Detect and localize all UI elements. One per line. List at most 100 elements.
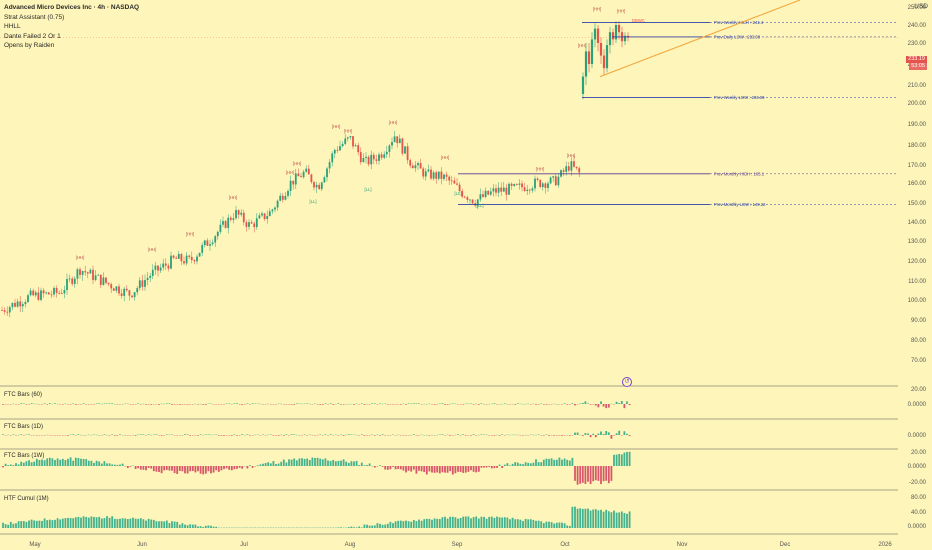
ftc1d-bar bbox=[189, 435, 192, 436]
candle-body bbox=[385, 151, 388, 155]
candle-body bbox=[445, 174, 448, 177]
ftc1w-bar bbox=[38, 459, 41, 466]
htf-cumul-bar bbox=[93, 516, 95, 528]
candle-body bbox=[536, 178, 539, 180]
ftc1w-bar bbox=[33, 461, 36, 466]
ftc1d-bar bbox=[449, 435, 452, 436]
ftc1w-bar bbox=[555, 459, 558, 466]
currency-label[interactable]: USD bbox=[914, 3, 928, 10]
htf-cumul-bar bbox=[501, 517, 504, 528]
candle-body bbox=[60, 293, 63, 294]
htf-cumul-bar bbox=[210, 525, 212, 528]
ftc1w-bar bbox=[412, 466, 415, 470]
indicator-dante[interactable]: Dante Failed 2 Or 1 bbox=[4, 32, 61, 40]
ftc1d-bar bbox=[184, 434, 186, 435]
ftc1d-bar bbox=[548, 435, 550, 436]
candle-body bbox=[367, 156, 370, 165]
candle-body bbox=[203, 240, 206, 246]
htf-cumul-bar bbox=[441, 517, 444, 528]
ftc1w-bar bbox=[548, 458, 550, 466]
ftc1w-bar bbox=[319, 458, 322, 466]
history-icon[interactable]: ↺ bbox=[622, 377, 632, 387]
pane-label-htf[interactable]: HTF Cumul (1M) bbox=[4, 496, 49, 502]
htf-cumul-bar bbox=[173, 521, 176, 528]
htf-cumul-bar bbox=[186, 525, 189, 528]
ftc60-bar bbox=[171, 404, 173, 405]
ftc1w-bar bbox=[347, 462, 350, 466]
htf-cumul-bar bbox=[33, 520, 36, 528]
pane-label-ftc1w[interactable]: FTC Bars (1W) bbox=[4, 453, 45, 459]
candle-body bbox=[115, 286, 118, 291]
ftc1d-bar bbox=[373, 435, 376, 436]
ftc1w-bar bbox=[511, 463, 514, 466]
candle-body bbox=[118, 286, 120, 294]
htf-cumul-bar bbox=[594, 509, 597, 528]
ftc60-bar bbox=[600, 401, 602, 404]
ftc1d-bar bbox=[142, 434, 145, 435]
htf-cumul-bar bbox=[607, 511, 610, 528]
ftc1d-bar bbox=[542, 435, 545, 436]
candle-body bbox=[523, 187, 526, 191]
indicator-strat-assistant[interactable]: Strat Assistant (0.75) bbox=[4, 13, 65, 21]
htf-cumul-bar bbox=[35, 520, 38, 528]
pane-axis-label: 0.0000 bbox=[908, 524, 927, 530]
pane-label-ftc1d[interactable]: FTC Bars (1D) bbox=[4, 424, 43, 430]
chart-legend: Advanced Micro Devices Inc · 4h · NASDAQ… bbox=[4, 3, 139, 51]
candle-body bbox=[263, 213, 266, 220]
candle-body bbox=[305, 168, 308, 172]
candle-body bbox=[443, 174, 445, 179]
ftc1w-bar bbox=[423, 466, 426, 473]
ftc60-bar bbox=[399, 404, 402, 405]
htf-cumul-bar bbox=[165, 520, 168, 528]
ftc1w-bar bbox=[186, 466, 189, 474]
htf-cumul-bar bbox=[418, 519, 420, 528]
ftc1w-bar bbox=[228, 466, 231, 470]
htf-cumul-bar bbox=[600, 509, 602, 528]
ftc1w-bar bbox=[620, 454, 623, 466]
candle-body bbox=[216, 231, 219, 237]
candle-body bbox=[521, 183, 523, 188]
ftc1w-bar bbox=[493, 466, 496, 469]
indicator-opens[interactable]: Opens by Raiden bbox=[4, 42, 55, 49]
htf-cumul-bar bbox=[402, 521, 405, 528]
candle-body bbox=[105, 277, 107, 283]
htf-cumul-bar bbox=[82, 516, 85, 528]
indicator-hhll[interactable]: HHLL bbox=[4, 23, 21, 30]
prev-weekly-high-label: Prev Weekly HIGH : 241.4 bbox=[714, 20, 764, 25]
ftc60-bar bbox=[605, 404, 608, 409]
candle-body bbox=[84, 271, 87, 273]
ftc60-bar bbox=[503, 403, 506, 404]
ftc1w-bar bbox=[191, 466, 194, 471]
symbol-title[interactable]: Advanced Micro Devices Inc · 4h · NASDAQ bbox=[4, 4, 140, 11]
candle-body bbox=[427, 169, 430, 172]
htf-cumul-bar bbox=[103, 518, 106, 528]
prev-weekly-low-label: Prev Weekly LOW : 203.09 bbox=[714, 95, 765, 100]
candle-body bbox=[554, 176, 557, 186]
candle-body bbox=[279, 195, 282, 201]
ftc1d-bar bbox=[553, 435, 556, 436]
ftc60-bar bbox=[54, 403, 56, 404]
ftc1w-bar bbox=[295, 460, 298, 466]
ftc1w-bar bbox=[475, 466, 478, 473]
ftc1w-bar bbox=[532, 462, 535, 466]
ftc1w-bar bbox=[615, 454, 618, 466]
pane-label-ftc60[interactable]: FTC Bars (60) bbox=[4, 392, 43, 398]
ftc60-bar bbox=[493, 403, 496, 404]
htf-cumul-bar bbox=[90, 516, 93, 528]
htf-cumul-bar bbox=[25, 521, 28, 528]
ftc1w-bar bbox=[384, 466, 387, 470]
htf-cumul-bar bbox=[360, 527, 363, 528]
htf-cumul-bar bbox=[46, 520, 49, 528]
htf-cumul-bar bbox=[462, 516, 465, 528]
htf-cumul-bar bbox=[472, 517, 475, 528]
htf-cumul-bar bbox=[381, 524, 384, 528]
ftc1w-bar bbox=[522, 464, 524, 466]
ftc60-bar bbox=[98, 403, 101, 404]
htf-cumul-bar bbox=[22, 521, 25, 528]
ftc1w-bar bbox=[69, 457, 72, 466]
ftc1w-bar bbox=[610, 466, 613, 481]
ftc1w-bar bbox=[444, 466, 446, 473]
candle-body bbox=[219, 224, 222, 232]
ftc60-bar bbox=[241, 404, 244, 405]
